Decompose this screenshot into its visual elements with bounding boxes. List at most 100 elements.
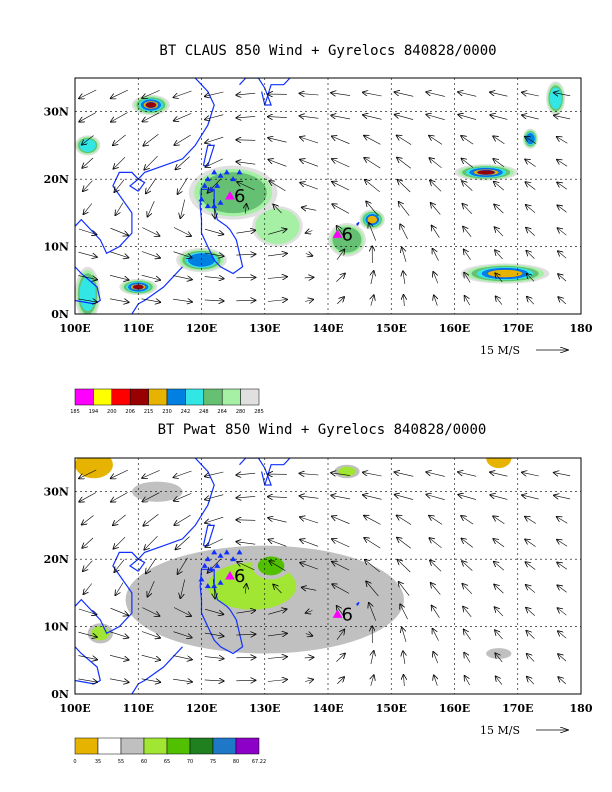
colorbar-label: 35 xyxy=(95,759,101,765)
wind-vector xyxy=(364,158,381,169)
wind-vector xyxy=(458,92,477,97)
wind-vector xyxy=(332,539,350,548)
wind-vector xyxy=(268,518,287,523)
fill-region xyxy=(119,278,158,296)
y-tick-label: 0N xyxy=(51,688,69,701)
wind-vector xyxy=(522,115,539,120)
colorbar-label: 264 xyxy=(217,409,227,415)
wind-vector xyxy=(525,539,536,547)
wind-vector xyxy=(236,300,255,301)
x-tick-label: 100E xyxy=(59,702,90,715)
wind-vector xyxy=(433,272,439,284)
x-tick-label: 120E xyxy=(186,322,217,335)
gyre-symbol: 6 xyxy=(341,224,352,245)
wind-vector xyxy=(173,607,191,617)
wind-vector xyxy=(114,179,125,192)
x-tick-label: 110E xyxy=(123,322,154,335)
wind-vector xyxy=(205,136,224,143)
wind-vector xyxy=(205,494,224,500)
wind-vector xyxy=(364,516,381,525)
wind-vector xyxy=(461,516,474,525)
wind-vector xyxy=(557,160,568,167)
gyre-symbol: 6 xyxy=(341,604,352,625)
panel2-x-ticks: 100E 110E 120E 130E 140E 150E 160E 170E 180 xyxy=(59,702,593,715)
y-tick-label: 20N xyxy=(44,173,69,186)
wind-vector xyxy=(143,134,159,145)
panel1-title: BT CLAUS 850 Wind + Gyrelocs 840828/0000 xyxy=(159,43,496,59)
wind-vector xyxy=(557,183,568,190)
track-marker xyxy=(204,556,211,562)
colorbar-label: 194 xyxy=(89,409,99,415)
wind-vector xyxy=(494,562,504,571)
colorbar-label: 60 xyxy=(141,759,147,765)
wind-vector xyxy=(495,630,503,640)
x-tick-label: 170E xyxy=(502,322,533,335)
wind-vector xyxy=(205,516,224,523)
wind-vector xyxy=(204,633,224,636)
wind-vector xyxy=(268,117,287,118)
wind-vector xyxy=(204,657,224,659)
wind-vector xyxy=(429,516,443,525)
wind-vector xyxy=(525,137,536,144)
wind-vector xyxy=(305,300,313,302)
fill-region xyxy=(75,135,101,156)
wind-vector xyxy=(78,608,97,615)
panel1-y-ticks: 0N 10N 20N 30N xyxy=(44,106,69,321)
wind-vector xyxy=(82,157,94,168)
wind-vector xyxy=(332,204,350,214)
wind-vector xyxy=(430,561,442,572)
wind-vector xyxy=(204,228,223,234)
panel2-frame xyxy=(74,457,582,695)
colorbar-label: 70 xyxy=(187,759,193,765)
wind-vector xyxy=(399,582,410,596)
fill-level xyxy=(255,208,300,245)
wind-vector xyxy=(490,495,508,500)
colorbar-swatch xyxy=(189,737,214,755)
wind-vector xyxy=(558,631,567,639)
colorbar-label: 280 xyxy=(236,409,246,415)
wind-vector xyxy=(206,158,223,167)
wind-vector xyxy=(146,178,157,193)
wind-vector xyxy=(558,274,567,282)
wind-vector xyxy=(426,495,445,500)
track-marker xyxy=(198,576,205,582)
fill-region xyxy=(75,266,101,314)
wind-vector xyxy=(465,296,470,306)
colorbar-label: 285 xyxy=(254,409,264,415)
wind-vector xyxy=(558,228,567,236)
wind-vector xyxy=(84,583,93,595)
wind-vector xyxy=(111,469,128,478)
wind-vector xyxy=(302,207,317,210)
wind-vector xyxy=(403,651,405,664)
wind-vector xyxy=(496,676,503,685)
wind-vector xyxy=(143,514,159,525)
wind-vector xyxy=(432,606,440,618)
wind-vector xyxy=(369,223,376,241)
wind-vector xyxy=(176,536,190,550)
track-marker xyxy=(214,182,221,188)
gyre-center-marker xyxy=(225,190,235,200)
wind-vector xyxy=(496,296,503,305)
wind-vector xyxy=(148,580,155,596)
wind-vector xyxy=(245,584,246,594)
wind-vector xyxy=(404,675,405,687)
wind-vector xyxy=(558,608,567,616)
wind-vector xyxy=(463,227,472,237)
track-marker xyxy=(217,199,224,205)
wind-vector xyxy=(404,295,405,307)
wind-vector xyxy=(337,606,345,618)
colorbar-label: 65 xyxy=(164,759,170,765)
wind-vector xyxy=(78,655,97,660)
wind-vector xyxy=(558,677,567,685)
wind-vector xyxy=(83,560,93,571)
track-marker xyxy=(198,196,205,202)
track-marker xyxy=(211,549,218,555)
wind-vector xyxy=(462,539,473,548)
track-marker xyxy=(217,172,224,178)
wind-vector xyxy=(204,300,224,301)
wind-vector xyxy=(495,227,504,237)
wind-vector xyxy=(180,199,185,219)
wind-vector xyxy=(336,630,344,640)
wind-vector xyxy=(204,680,224,681)
coastline-segment xyxy=(75,646,101,685)
